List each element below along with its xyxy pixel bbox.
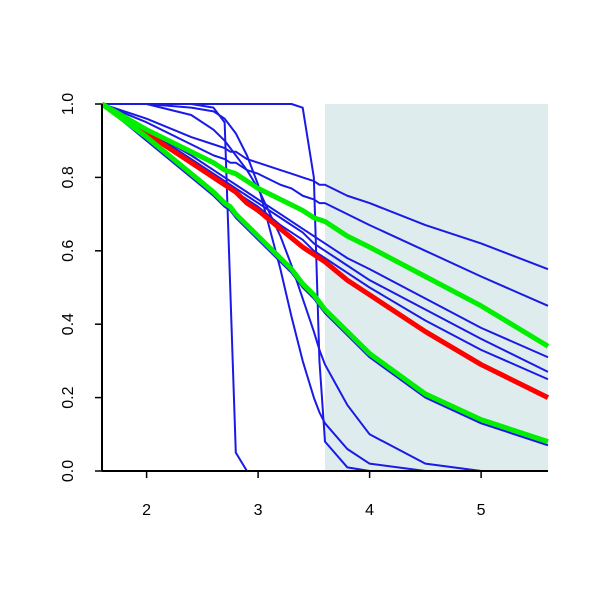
- series-line: [100, 101, 550, 400]
- y-tick-label: 0.6: [60, 240, 77, 262]
- series-line: [101, 103, 549, 359]
- y-tick-label: 0.0: [60, 460, 77, 482]
- y-tick-label: 0.4: [60, 313, 77, 335]
- series-line: [101, 103, 549, 373]
- x-tick-label: 3: [254, 502, 263, 519]
- series-line: [100, 101, 550, 349]
- series-line: [102, 103, 548, 472]
- y-tick-label: 0.8: [60, 166, 77, 188]
- series-line: [101, 103, 549, 307]
- series-line: [100, 101, 549, 445]
- x-tick-label: 2: [142, 502, 151, 519]
- series-line: [101, 103, 549, 271]
- y-tick-label: 0.2: [60, 386, 77, 408]
- y-tick-label: 1.0: [60, 93, 77, 115]
- series-line: [102, 103, 548, 472]
- x-tick-label: 4: [365, 502, 374, 519]
- x-tick-label: 5: [477, 502, 486, 519]
- series-line: [101, 103, 549, 447]
